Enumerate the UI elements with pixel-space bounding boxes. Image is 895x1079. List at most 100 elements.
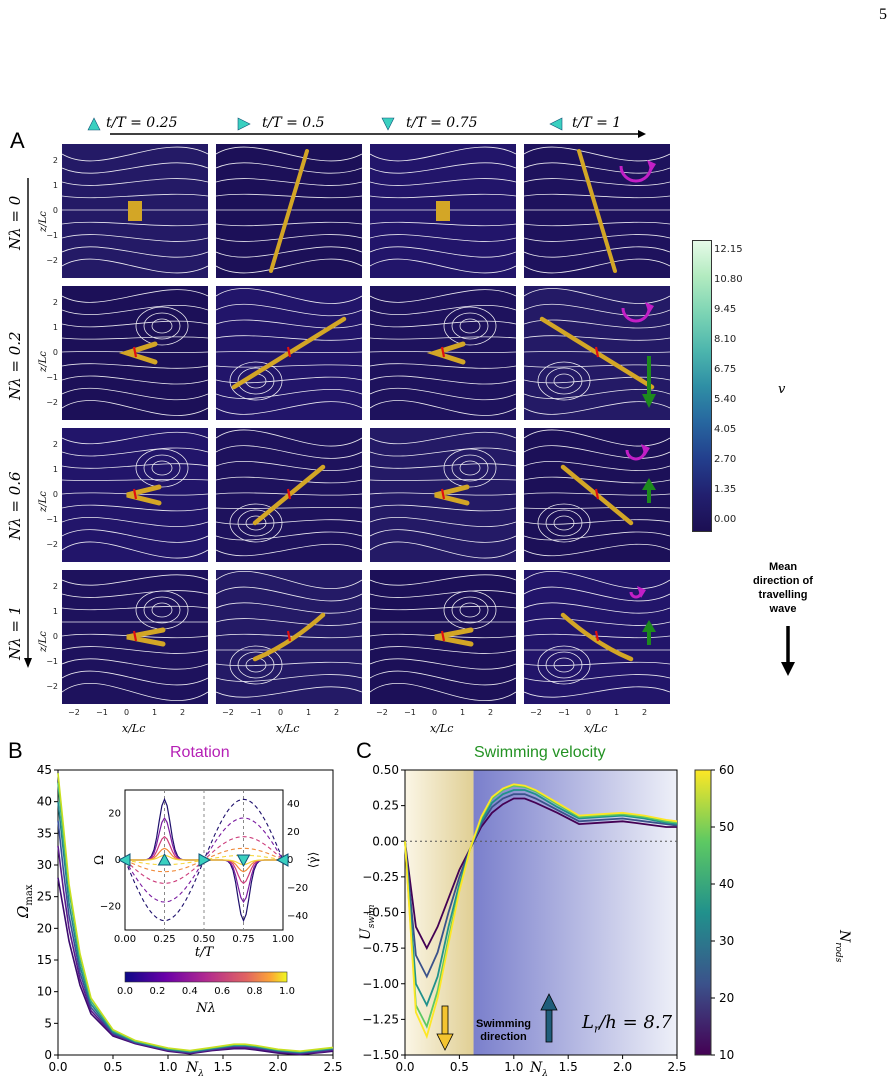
colorbar-tick: 10.80 bbox=[714, 274, 743, 285]
center-marker bbox=[594, 488, 600, 500]
colorbar-tick: 1.35 bbox=[714, 484, 737, 495]
n-rods-label: Nrods bbox=[833, 930, 852, 963]
streamlines bbox=[370, 431, 516, 559]
triangle-up-icon bbox=[87, 117, 101, 131]
row-3-yticks: 2 1 0 −1 −2 bbox=[46, 582, 58, 691]
panel-c-xlabel: Nλ bbox=[530, 1060, 548, 1079]
x-tick: −1 bbox=[558, 708, 570, 717]
streamlines bbox=[524, 288, 670, 415]
x-tick: 1 bbox=[152, 708, 158, 717]
cbar-tick-label: 10 bbox=[719, 1048, 734, 1062]
y-tick-label: 0 bbox=[44, 1048, 52, 1062]
inset-ylabel-left: Ω bbox=[92, 855, 106, 865]
rod-body bbox=[118, 341, 158, 365]
colorbar-tick: 6.75 bbox=[714, 364, 737, 375]
x-label-col-3: x/Lc bbox=[430, 722, 454, 735]
center-marker bbox=[286, 346, 292, 358]
time-arrow bbox=[87, 117, 646, 138]
streamlines bbox=[370, 574, 516, 702]
n-lambda-colorbar bbox=[124, 971, 288, 983]
row-1-yticks: 2 1 0 −1 −2 bbox=[46, 298, 58, 407]
flow-field-cell bbox=[62, 570, 208, 704]
rod-body bbox=[577, 149, 617, 273]
inset-ylabel-right: ⟨γ̇⟩ bbox=[306, 852, 320, 869]
y-tick-label: 20 bbox=[37, 921, 52, 935]
inset-x-tick: 0.00 bbox=[114, 934, 136, 945]
x-tick: 0 bbox=[432, 708, 438, 717]
page-number: 5 bbox=[879, 6, 887, 23]
inset-cbar-tick: 0.6 bbox=[214, 986, 230, 997]
cbar-tick-label: 60 bbox=[719, 763, 734, 777]
y-tick-label: 0.25 bbox=[372, 799, 399, 813]
swim-direction-label: Swimming direction bbox=[476, 1018, 532, 1043]
inset-yr-tick: −20 bbox=[287, 883, 308, 894]
center-marker bbox=[594, 630, 600, 642]
swim-series-line bbox=[404, 789, 678, 1008]
colorbar-tick: 0.00 bbox=[714, 514, 737, 525]
inset-x-tick: 0.25 bbox=[153, 934, 175, 945]
colorbar-tick: 4.05 bbox=[714, 424, 737, 435]
n-lambda-arrow bbox=[24, 178, 32, 668]
flow-field-cell bbox=[370, 428, 516, 562]
flow-field-cell bbox=[62, 144, 208, 278]
streamlines bbox=[62, 431, 208, 559]
streamlines bbox=[370, 289, 516, 416]
panel-c-title: Swimming velocity bbox=[474, 744, 606, 761]
rotation-arrow-icon bbox=[621, 307, 651, 323]
rotation-series-line bbox=[57, 773, 334, 1053]
y-tick-label: −1.00 bbox=[362, 977, 399, 991]
x-tick: 1 bbox=[460, 708, 466, 717]
v-colorbar-ticks: 12.15 10.80 9.45 8.10 6.75 5.40 4.05 2.70 1.35 0.… bbox=[714, 240, 774, 530]
flow-field-cell bbox=[216, 286, 362, 420]
y-tick-label: 10 bbox=[37, 985, 52, 999]
colorbar-tick: 8.10 bbox=[714, 334, 737, 345]
flow-field-cell bbox=[62, 428, 208, 562]
cbar-tick-label: 30 bbox=[719, 934, 734, 948]
time-label-4: t/T = 1 bbox=[572, 115, 622, 131]
x-tick-label: 2.0 bbox=[268, 1060, 287, 1074]
inset-yr-tick: 40 bbox=[287, 799, 300, 810]
y-tick-label: 15 bbox=[37, 953, 52, 967]
y-tick-label: −1.25 bbox=[362, 1012, 399, 1026]
rotation-arrowhead-icon bbox=[637, 586, 646, 598]
row-label-2: Nλ = 0.6 bbox=[6, 471, 24, 540]
panel-a-letter: A bbox=[10, 128, 25, 153]
triangle-left-icon bbox=[117, 853, 131, 867]
x-tick-label: 0.0 bbox=[48, 1060, 67, 1074]
inset-yl-tick: 20 bbox=[108, 808, 121, 819]
colorbar-tick: 12.15 bbox=[714, 244, 743, 255]
flow-field-cell bbox=[524, 428, 670, 562]
row-0-yticks: 2 1 0 −1 −2 bbox=[46, 156, 58, 265]
rod-body bbox=[426, 341, 466, 365]
forward-arrow-icon bbox=[545, 1009, 553, 1043]
rod-body bbox=[128, 201, 142, 221]
plot-frame bbox=[57, 769, 334, 1056]
flow-field-cell bbox=[524, 286, 670, 420]
streamlines bbox=[62, 289, 208, 416]
panel-b-ylabel: Ωmax bbox=[14, 884, 35, 918]
y-tick-label: 40 bbox=[37, 795, 52, 809]
flow-field-cell bbox=[370, 570, 516, 704]
center-marker bbox=[132, 346, 138, 358]
streamlines bbox=[370, 146, 516, 274]
streamlines bbox=[216, 146, 362, 274]
row-label-1: Nλ = 0.2 bbox=[6, 331, 24, 400]
panel-c-letter: C bbox=[356, 738, 372, 763]
x-label-col-4: x/Lc bbox=[584, 722, 608, 735]
backward-arrow-icon bbox=[441, 1005, 449, 1035]
flow-field-cell bbox=[524, 570, 670, 704]
x-tick: 1 bbox=[614, 708, 620, 717]
inset-cbar-tick: 0.4 bbox=[182, 986, 198, 997]
inset-shear-line bbox=[124, 847, 284, 873]
x-tick: 0 bbox=[278, 708, 284, 717]
panel-b-xlabel: Nλ bbox=[186, 1060, 204, 1079]
cbar-tick-label: 20 bbox=[719, 991, 734, 1005]
flow-field-cell bbox=[370, 286, 516, 420]
rod-body bbox=[126, 484, 162, 506]
triangle-left-icon bbox=[549, 117, 563, 131]
center-marker bbox=[286, 488, 292, 500]
x-tick: 0 bbox=[586, 708, 592, 717]
triangle-down-icon bbox=[381, 117, 395, 131]
x-tick-label: 0.5 bbox=[450, 1060, 469, 1074]
x-tick-label: 1.0 bbox=[158, 1060, 177, 1074]
